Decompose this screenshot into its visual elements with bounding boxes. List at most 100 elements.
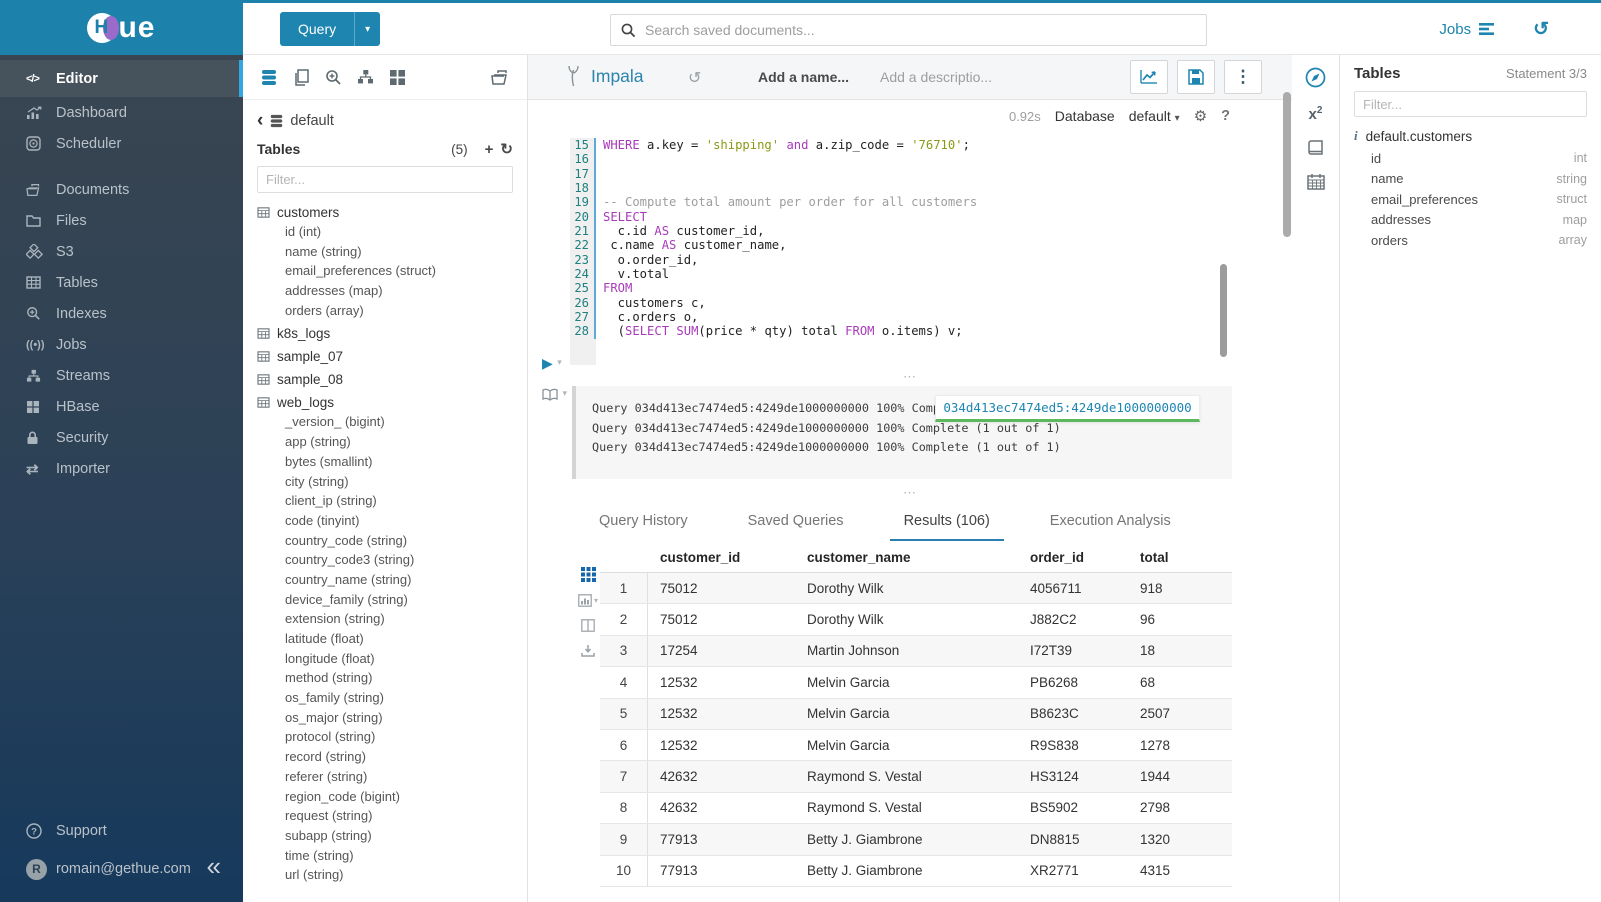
table-row[interactable]: 8 42632 Raymond S. Vestal BS5902 2798 — [600, 792, 1232, 825]
refresh-tables-icon[interactable]: ↻ — [500, 141, 513, 158]
tab-execution-analysis[interactable]: Execution Analysis — [1049, 513, 1171, 529]
code-line-15[interactable]: 15 WHERE a.key = 'shipping' and a.zip_cod… — [570, 138, 977, 153]
assist-back-icon[interactable]: ‹ — [257, 110, 264, 131]
assist-column[interactable]: orders (array) — [285, 302, 364, 318]
assist-column[interactable]: region_code (bigint) — [285, 788, 400, 804]
new-query-button[interactable]: Query ▾ — [280, 12, 381, 46]
assist-databases-icon[interactable] — [260, 69, 278, 86]
code-line-28[interactable]: 28 (SELECT SUM(price * qty) total FROM o… — [570, 324, 977, 339]
language-reference-icon[interactable] — [1307, 140, 1325, 156]
assist-column[interactable]: city (string) — [285, 473, 349, 489]
code-line-27[interactable]: 27 c.orders o, — [570, 310, 977, 325]
result-grid-icon[interactable] — [580, 567, 596, 582]
right-filter-input[interactable] — [1354, 91, 1587, 117]
code-line-24[interactable]: 24 v.total — [570, 267, 977, 282]
add-table-icon[interactable]: + — [484, 140, 494, 158]
table-info-icon[interactable]: i — [1354, 128, 1358, 143]
assist-column[interactable]: subapp (string) — [285, 827, 372, 843]
assist-column[interactable]: url (string) — [285, 867, 344, 883]
assist-column[interactable]: time (string) — [285, 847, 354, 863]
query-history-icon[interactable]: ↺ — [1533, 18, 1549, 40]
assist-apps-icon[interactable] — [389, 69, 406, 86]
table-row[interactable]: 9 77913 Betty J. Giambrone DN8815 1320 — [600, 824, 1232, 856]
assist-column[interactable]: os_major (string) — [285, 709, 383, 725]
code-line-23[interactable]: 23 o.order_id, — [570, 252, 977, 268]
assist-table-customers[interactable]: customers — [257, 201, 527, 224]
save-button[interactable] — [1177, 60, 1215, 94]
sidebar-item-files[interactable]: Files — [0, 205, 243, 236]
sql-editor[interactable]: 15 WHERE a.key = 'shipping' and a.zip_cod… — [528, 130, 1292, 402]
assist-column[interactable]: request (string) — [285, 808, 373, 824]
right-column-name[interactable]: name string — [1354, 169, 1587, 190]
sidebar-item-user[interactable]: R romain@gethue.com — [0, 850, 243, 888]
table-row[interactable]: 7 42632 Raymond S. Vestal HS3124 1944 — [600, 761, 1232, 793]
execute-button[interactable]: ▶ — [542, 355, 553, 371]
assist-column[interactable]: referer (string) — [285, 768, 368, 784]
column-header-customer_id[interactable]: customer_id — [660, 549, 741, 565]
query-name-field[interactable]: Add a name... — [758, 69, 850, 85]
assist-column[interactable]: country_name (string) — [285, 571, 412, 587]
snippet-history-icon[interactable]: ↺ — [688, 70, 702, 87]
engine-name[interactable]: Impala — [591, 65, 644, 86]
result-columns-icon[interactable] — [581, 619, 595, 632]
assist-column[interactable]: device_family (string) — [285, 591, 408, 607]
table-row[interactable]: 5 12532 Melvin Garcia B8623C 2507 — [600, 698, 1232, 730]
assist-column[interactable]: protocol (string) — [285, 729, 376, 745]
sidebar-item-security[interactable]: Security — [0, 422, 243, 453]
table-row[interactable]: 3 17254 Martin Johnson I72T39 18 — [600, 635, 1232, 668]
schedule-calendar-icon[interactable] — [1306, 173, 1325, 190]
sidebar-item-editor[interactable]: </> Editor — [0, 60, 243, 97]
query-description-field[interactable]: Add a descriptio... — [880, 69, 993, 85]
execute-options-icon[interactable]: ▾ — [557, 357, 562, 367]
settings-gear-icon[interactable]: ⚙ — [1193, 108, 1208, 125]
sidebar-item-documents[interactable]: Documents — [0, 174, 243, 205]
download-icon[interactable] — [581, 644, 595, 657]
assist-projects-icon[interactable] — [491, 69, 510, 86]
right-column-email_preferences[interactable]: email_preferences struct — [1354, 189, 1587, 210]
column-header-customer_name[interactable]: customer_name — [807, 549, 911, 565]
assist-column[interactable]: os_family (string) — [285, 690, 384, 706]
sidebar-collapse-icon[interactable]: « — [206, 851, 221, 881]
tab-saved-queries[interactable]: Saved Queries — [747, 513, 844, 529]
explain-book-icon[interactable] — [542, 386, 562, 403]
tab-results-106-[interactable]: Results (106) — [889, 505, 1005, 541]
assist-table-sample_08[interactable]: sample_08 — [257, 368, 527, 391]
assist-column[interactable]: country_code (string) — [285, 532, 408, 548]
assist-table-web_logs[interactable]: web_logs — [257, 391, 527, 414]
assist-column[interactable]: country_code3 (string) — [285, 552, 415, 568]
assist-column[interactable]: code (tinyint) — [285, 512, 360, 528]
hue-logo[interactable]: H ue — [0, 0, 243, 55]
sidebar-item-hbase[interactable]: HBase — [0, 391, 243, 422]
resize-handle-lower[interactable]: ⋯ — [903, 485, 917, 500]
assist-column[interactable]: addresses (map) — [285, 283, 383, 299]
sidebar-item-support[interactable]: ? Support — [0, 812, 243, 850]
assist-search-icon[interactable] — [325, 69, 342, 86]
code-line-18[interactable]: 18 — [570, 181, 977, 196]
tab-query-history[interactable]: Query History — [599, 513, 688, 529]
code-line-17[interactable]: 17 — [570, 166, 977, 182]
database-select[interactable]: default ▾ — [1128, 108, 1180, 124]
assist-column[interactable]: _version_ (bigint) — [285, 414, 385, 430]
column-header-order_id[interactable]: order_id — [1030, 549, 1085, 565]
explain-options-icon[interactable]: ▾ — [562, 388, 567, 398]
table-row[interactable]: 4 12532 Melvin Garcia PB6268 68 — [600, 667, 1232, 699]
code-line-19[interactable]: 19 -- Compute total amount per order for … — [570, 195, 977, 210]
resize-handle-upper[interactable]: ⋯ — [903, 369, 917, 384]
query-id-tooltip[interactable]: 034d413ec7474ed5:4249de1000000000 — [935, 395, 1200, 422]
assist-column[interactable]: client_ip (string) — [285, 493, 377, 509]
code-line-21[interactable]: 21 c.id AS customer_id, — [570, 224, 977, 239]
chart-button[interactable] — [1130, 60, 1168, 94]
sidebar-item-importer[interactable]: ⇄ Importer — [0, 453, 243, 484]
assistant-compass-icon[interactable] — [1305, 67, 1326, 88]
assist-column[interactable]: latitude (float) — [285, 631, 364, 646]
table-row[interactable]: 6 12532 Melvin Garcia R9S838 1278 — [600, 729, 1232, 762]
sidebar-item-indexes[interactable]: Indexes — [0, 298, 243, 329]
sidebar-item-s3[interactable]: S3 — [0, 236, 243, 267]
assist-column[interactable]: name (string) — [285, 243, 362, 259]
right-column-orders[interactable]: orders array — [1354, 230, 1587, 251]
assist-column[interactable]: app (string) — [285, 434, 351, 450]
query-caret-icon[interactable]: ▾ — [354, 12, 381, 46]
assist-column[interactable]: extension (string) — [285, 611, 385, 627]
editor-scrollbar[interactable] — [1220, 264, 1227, 357]
global-search[interactable] — [610, 14, 1207, 46]
